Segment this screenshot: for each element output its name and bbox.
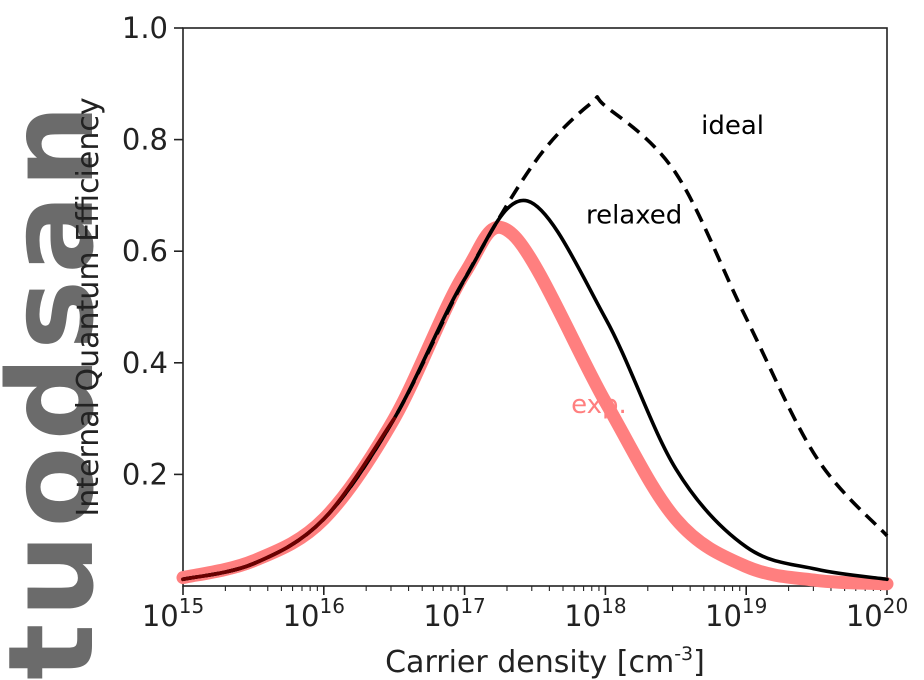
x-tick-exponent: 15 — [179, 594, 204, 618]
y-tick-label: 1.0 — [122, 11, 168, 45]
y-tick-label: 0.4 — [122, 346, 168, 380]
series-line-ideal — [182, 95, 889, 582]
x-axis-title-main: Carrier density [cm — [385, 645, 674, 680]
x-tick-base: 10 — [423, 599, 460, 633]
y-tick-label: 0.2 — [122, 457, 168, 491]
x-tick-base: 10 — [142, 599, 179, 633]
x-tick-label: 1016 — [283, 594, 345, 633]
x-axis-title: Carrier density [cm-3] — [385, 643, 705, 680]
x-tick-label: 1017 — [423, 594, 485, 633]
x-axis-title-suffix: ] — [693, 645, 705, 680]
x-axis-title-superscript: -3 — [674, 643, 693, 665]
y-tick-label: 0.8 — [122, 123, 168, 157]
series-layer — [176, 95, 894, 591]
x-tick-label: 1019 — [705, 594, 767, 633]
x-tick-base: 10 — [846, 599, 883, 633]
watermark-text: tuodsan — [0, 98, 120, 680]
y-axis-title: Internal Quantum Efficiency — [71, 97, 106, 516]
x-tick-exponent: 16 — [320, 594, 345, 618]
x-tick-exponent: 20 — [883, 594, 908, 618]
y-axis-ticks: 0.2 0.4 0.6 0.8 1.0 — [122, 11, 183, 491]
x-tick-exponent: 19 — [742, 594, 767, 618]
y-tick-label: 0.6 — [122, 234, 168, 268]
x-tick-base: 10 — [705, 599, 742, 633]
x-tick-label: 1018 — [564, 594, 626, 633]
series-overlap-line — [181, 416, 396, 582]
x-tick-label: 1015 — [142, 594, 204, 633]
annotation-ideal: ideal — [701, 111, 764, 141]
series-line-exp — [176, 220, 894, 591]
x-tick-base: 10 — [564, 599, 601, 633]
x-axis-ticks: 1015 1016 1017 1018 1019 1020 — [142, 586, 908, 633]
x-tick-base: 10 — [283, 599, 320, 633]
plot-frame — [182, 27, 888, 587]
x-tick-exponent: 17 — [460, 594, 485, 618]
x-tick-label: 1020 — [846, 594, 908, 633]
annotation-layer: ideal relaxed exp. — [571, 111, 764, 420]
annotation-relaxed: relaxed — [586, 200, 682, 230]
watermark: tuodsan — [0, 98, 120, 680]
annotation-exp: exp. — [571, 390, 627, 420]
x-tick-exponent: 18 — [601, 594, 626, 618]
